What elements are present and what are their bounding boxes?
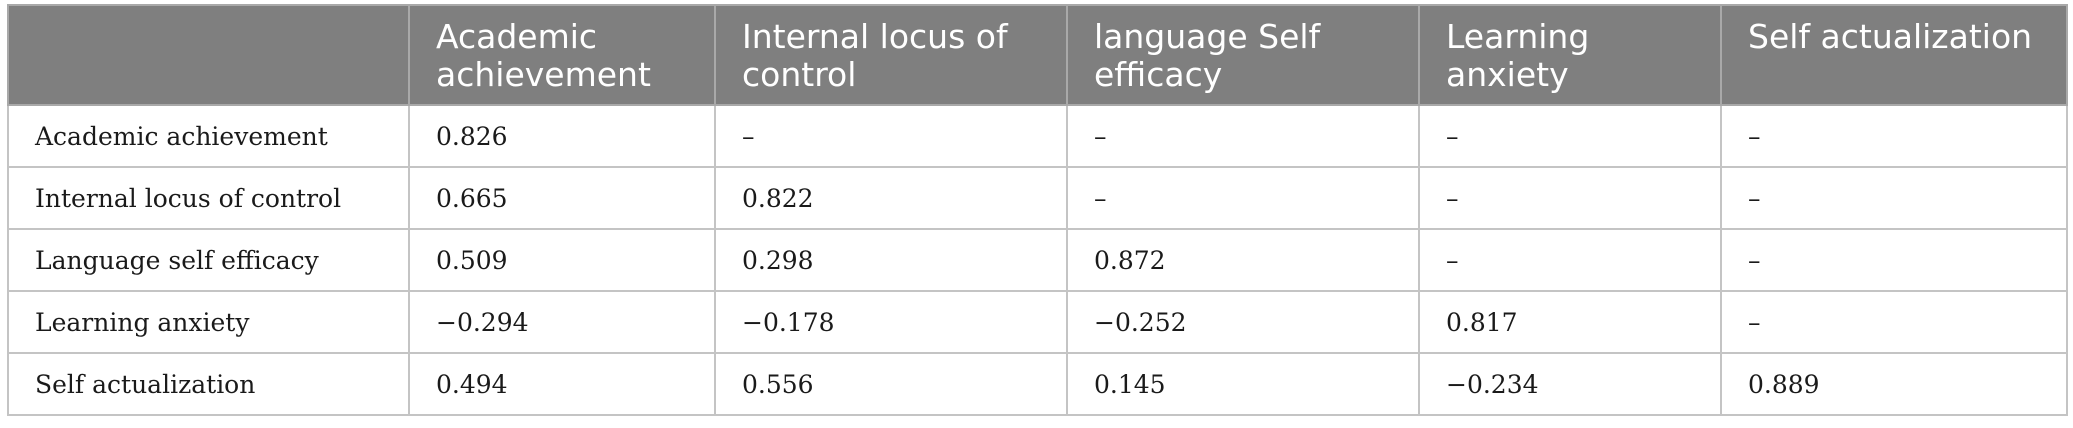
row-label: Internal locus of control: [7, 166, 410, 230]
table-cell: –: [1066, 166, 1420, 230]
correlation-table: Academic achievement Internal locus of c…: [7, 4, 2068, 416]
table-cell: –: [714, 104, 1068, 168]
table-row: Academic achievement 0.826 – – – –: [7, 104, 2068, 168]
header-cell-internal-locus-of-control: Internal locus of control: [714, 4, 1068, 106]
table-cell: −0.294: [408, 290, 716, 354]
table-cell: 0.822: [714, 166, 1068, 230]
table-cell: –: [1066, 104, 1420, 168]
table-cell: −0.234: [1418, 352, 1722, 416]
table-cell: –: [1720, 166, 2068, 230]
table-cell: 0.298: [714, 228, 1068, 292]
table-cell: 0.556: [714, 352, 1068, 416]
header-cell-self-actualization: Self actualization: [1720, 4, 2068, 106]
row-label: Self actualization: [7, 352, 410, 416]
row-label: Academic achievement: [7, 104, 410, 168]
table-cell: 0.145: [1066, 352, 1420, 416]
table-cell: 0.889: [1720, 352, 2068, 416]
table-cell: –: [1720, 228, 2068, 292]
header-cell-corner: [7, 4, 410, 106]
table-cell: 0.509: [408, 228, 716, 292]
table-row: Learning anxiety −0.294 −0.178 −0.252 0.…: [7, 290, 2068, 354]
table-cell: 0.817: [1418, 290, 1722, 354]
header-row: Academic achievement Internal locus of c…: [7, 4, 2068, 106]
table-cell: 0.826: [408, 104, 716, 168]
table-cell: −0.178: [714, 290, 1068, 354]
table-row: Internal locus of control 0.665 0.822 – …: [7, 166, 2068, 230]
table-body: Academic achievement 0.826 – – – – Inter…: [7, 104, 2068, 416]
header-cell-academic-achievement: Academic achievement: [408, 4, 716, 106]
table-cell: 0.872: [1066, 228, 1420, 292]
header-cell-learning-anxiety: Learning anxiety: [1418, 4, 1722, 106]
table-cell: −0.252: [1066, 290, 1420, 354]
table-cell: –: [1720, 290, 2068, 354]
row-label: Language self efficacy: [7, 228, 410, 292]
table-row: Language self efficacy 0.509 0.298 0.872…: [7, 228, 2068, 292]
table-cell: –: [1418, 104, 1722, 168]
table-row: Self actualization 0.494 0.556 0.145 −0.…: [7, 352, 2068, 416]
table-cell: 0.494: [408, 352, 716, 416]
table-cell: –: [1418, 228, 1722, 292]
row-label: Learning anxiety: [7, 290, 410, 354]
table-cell: –: [1720, 104, 2068, 168]
table-cell: –: [1418, 166, 1722, 230]
header-cell-language-self-efficacy: language Self efficacy: [1066, 4, 1420, 106]
table-header: Academic achievement Internal locus of c…: [7, 4, 2068, 106]
table-cell: 0.665: [408, 166, 716, 230]
